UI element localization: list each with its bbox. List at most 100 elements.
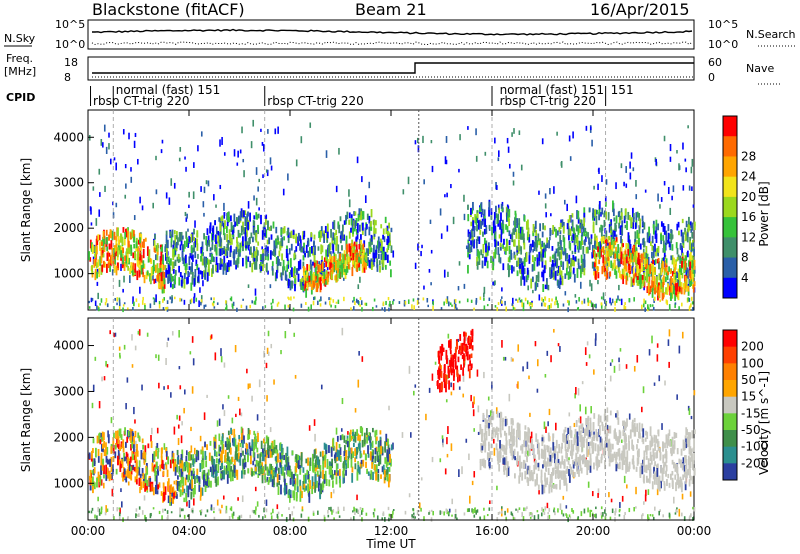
echo-cell xyxy=(178,471,181,477)
echo-cell xyxy=(482,243,485,254)
echo-cell xyxy=(646,431,649,440)
echo-cell xyxy=(102,230,105,239)
echo-cell xyxy=(586,248,589,253)
echo-speck xyxy=(517,344,520,352)
echo-cell xyxy=(230,245,232,253)
echo-cell xyxy=(276,235,279,241)
echo-cell xyxy=(295,246,298,252)
echo-speck xyxy=(199,495,202,501)
echo-cell xyxy=(584,457,586,464)
echo-cell xyxy=(596,237,598,247)
echo-cell xyxy=(341,268,344,278)
echo-cell xyxy=(676,448,679,455)
echo-cell xyxy=(674,261,677,270)
echo-cell xyxy=(236,453,239,462)
echo-cell xyxy=(630,276,633,287)
echo-cell xyxy=(196,264,199,271)
echo-cell xyxy=(237,215,240,225)
echo-cell xyxy=(373,244,375,254)
echo-speck xyxy=(562,303,565,307)
echo-cell xyxy=(379,440,382,447)
echo-speck xyxy=(254,288,257,296)
echo-speck xyxy=(115,202,118,208)
echo-cell xyxy=(346,265,349,273)
echo-speck xyxy=(294,374,297,379)
echo-speck xyxy=(500,299,502,304)
echo-cell xyxy=(497,213,500,224)
echo-speck xyxy=(118,299,121,303)
echo-cell xyxy=(186,485,189,493)
echo-cell xyxy=(550,264,553,271)
echo-cell xyxy=(232,232,234,237)
echo-cell xyxy=(140,245,142,251)
echo-cell xyxy=(167,256,170,263)
echo-cell xyxy=(634,255,637,265)
echo-cell xyxy=(167,264,170,275)
echo-cell xyxy=(478,236,481,244)
echo-cell xyxy=(345,469,347,476)
echo-cell xyxy=(654,243,656,252)
echo-cell xyxy=(648,233,651,244)
echo-cell xyxy=(153,247,156,253)
echo-cell xyxy=(184,477,187,486)
echo-speck xyxy=(236,307,238,312)
echo-cell xyxy=(338,453,341,461)
echo-cell xyxy=(149,481,152,492)
echo-speck xyxy=(458,469,460,478)
echo-cell xyxy=(379,436,382,443)
echo-speck xyxy=(181,421,183,426)
echo-cell xyxy=(493,252,495,259)
echo-cell xyxy=(649,285,652,292)
echo-cell xyxy=(484,218,487,227)
echo-speck xyxy=(190,445,193,453)
echo-cell xyxy=(679,272,681,281)
echo-speck xyxy=(447,357,449,365)
echo-cell xyxy=(552,265,555,275)
echo-cell xyxy=(135,247,138,252)
echo-speck xyxy=(431,373,434,381)
echo-speck xyxy=(325,150,328,158)
echo-speck xyxy=(255,296,257,301)
echo-speck xyxy=(588,354,591,359)
echo-speck xyxy=(423,285,425,290)
echo-cell xyxy=(473,227,476,238)
echo-cell xyxy=(200,487,202,497)
echo-cell xyxy=(618,270,621,278)
echo-speck xyxy=(114,297,116,301)
echo-cell xyxy=(235,260,237,265)
echo-speck xyxy=(492,281,494,286)
echo-cell xyxy=(338,443,341,449)
echo-cell xyxy=(132,230,135,237)
echo-speck xyxy=(666,300,669,306)
echo-cell xyxy=(160,272,163,282)
echo-cell xyxy=(691,430,694,439)
echo-cell xyxy=(339,478,341,488)
echo-speck xyxy=(416,300,419,306)
echo-cell xyxy=(643,252,646,258)
echo-cell xyxy=(549,474,552,480)
echo-speck xyxy=(186,277,188,285)
echo-cell xyxy=(180,238,183,246)
echo-cell xyxy=(342,224,344,232)
echo-cell xyxy=(307,471,310,480)
echo-speck xyxy=(647,489,650,495)
echo-cell xyxy=(543,248,545,253)
echo-cell xyxy=(663,275,665,286)
echo-cell xyxy=(601,438,603,447)
echo-cell xyxy=(475,242,478,249)
echo-cell xyxy=(527,465,530,475)
echo-cell xyxy=(319,465,322,472)
echo-cell xyxy=(686,471,688,479)
echo-cell xyxy=(320,231,322,237)
echo-cell xyxy=(243,227,245,235)
echo-speck xyxy=(671,195,673,201)
echo-cell xyxy=(227,430,230,436)
echo-cell xyxy=(158,272,161,279)
echo-cell xyxy=(358,466,361,475)
echo-speck xyxy=(504,465,507,471)
echo-speck xyxy=(416,137,419,144)
echo-speck xyxy=(154,298,156,303)
echo-speck xyxy=(644,307,646,312)
echo-cell xyxy=(665,289,668,294)
